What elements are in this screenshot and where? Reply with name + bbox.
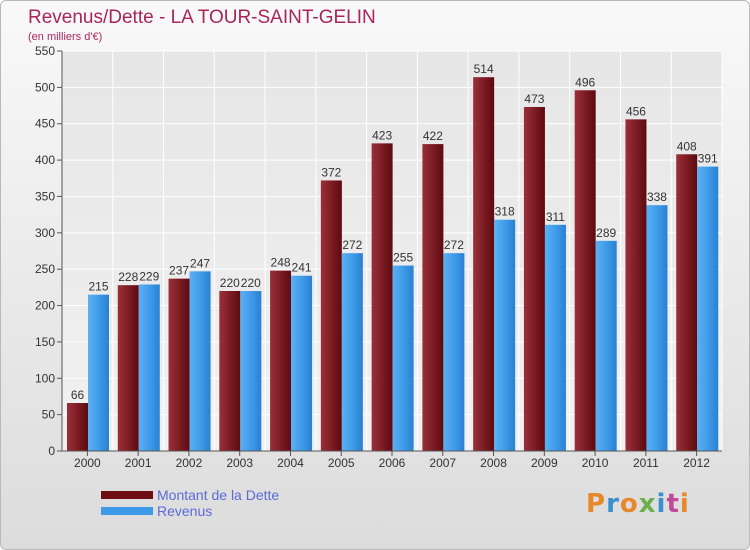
bar-revenus [443, 253, 465, 451]
bar-debt [67, 403, 88, 451]
bar-debt [219, 291, 241, 451]
x-tick-label: 2008 [480, 456, 507, 470]
bar-revenus [697, 166, 719, 452]
data-label-revenus: 318 [495, 205, 515, 219]
y-tick-label: 100 [35, 371, 55, 385]
bar-debt [320, 180, 342, 452]
x-tick-label: 2009 [531, 456, 558, 470]
bar-revenus [494, 219, 516, 451]
bar-debt [473, 77, 495, 451]
legend-swatch-revenus [101, 507, 153, 515]
x-tick-label: 2004 [277, 456, 304, 470]
data-label-revenus: 241 [292, 261, 312, 275]
bar-debt [168, 278, 190, 451]
legend-label-debt: Montant de la Dette [157, 487, 280, 503]
bar-debt [625, 119, 647, 451]
data-label-revenus: 255 [393, 251, 413, 265]
bar-debt [523, 107, 545, 451]
data-label-revenus: 215 [88, 280, 108, 294]
x-tick-label: 2011 [633, 456, 659, 470]
y-tick-label: 300 [35, 226, 55, 240]
data-label-revenus: 289 [596, 226, 616, 240]
bar-revenus [544, 224, 566, 451]
bar-debt [117, 285, 139, 451]
bar-revenus [392, 265, 414, 451]
data-label-revenus: 391 [698, 152, 718, 166]
bar-debt [422, 144, 444, 451]
data-label-debt: 248 [271, 256, 291, 270]
x-tick-label: 2012 [683, 456, 710, 470]
data-label-debt: 237 [169, 264, 189, 278]
y-tick-label: 250 [35, 262, 55, 276]
x-tick-label: 2003 [226, 456, 253, 470]
bar-revenus [595, 240, 617, 451]
data-label-revenus: 272 [342, 238, 362, 252]
bar-revenus [88, 294, 109, 451]
y-tick-label: 0 [48, 444, 55, 458]
data-label-debt: 514 [474, 62, 494, 76]
bar-debt [270, 270, 292, 451]
bar-debt [371, 143, 393, 451]
data-label-debt: 66 [71, 388, 85, 402]
legend-swatch-debt [101, 491, 153, 499]
bar-revenus [646, 205, 668, 451]
x-tick-label: 2010 [582, 456, 609, 470]
data-label-revenus: 220 [241, 276, 261, 290]
data-label-revenus: 229 [139, 269, 159, 283]
data-label-debt: 408 [677, 139, 697, 153]
y-tick-label: 450 [35, 117, 55, 131]
bar-revenus [291, 275, 313, 451]
y-tick-label: 200 [35, 299, 55, 313]
legend-label-revenus: Revenus [157, 503, 213, 519]
bar-revenus [138, 284, 160, 451]
chart-subtitle: (en milliers d'€) [28, 31, 103, 43]
x-tick-label: 2000 [74, 456, 101, 470]
y-tick-label: 400 [35, 153, 55, 167]
data-label-debt: 423 [372, 128, 392, 142]
x-tick-label: 2007 [429, 456, 456, 470]
bar-revenus [240, 291, 262, 451]
data-label-debt: 372 [321, 165, 341, 179]
proxiti-logo: Proxiti [586, 489, 690, 519]
x-tick-label: 2005 [328, 456, 355, 470]
y-tick-label: 150 [35, 335, 55, 349]
bar-revenus [341, 253, 363, 451]
data-label-debt: 456 [626, 104, 646, 118]
bar-debt [676, 154, 698, 452]
bar-debt [574, 90, 596, 451]
x-tick-label: 2002 [176, 456, 203, 470]
x-tick-label: 2001 [125, 456, 152, 470]
y-tick-label: 350 [35, 189, 55, 203]
data-label-debt: 422 [423, 129, 443, 143]
data-label-debt: 228 [118, 270, 138, 284]
data-label-revenus: 247 [190, 256, 210, 270]
bar-revenus [189, 271, 211, 451]
data-label-revenus: 338 [647, 190, 667, 204]
x-tick-label: 2006 [379, 456, 406, 470]
y-tick-label: 550 [35, 44, 55, 58]
y-tick-label: 50 [42, 408, 56, 422]
data-label-debt: 220 [220, 276, 240, 290]
data-label-revenus: 272 [444, 238, 464, 252]
data-label-debt: 473 [524, 92, 544, 106]
data-label-debt: 496 [575, 75, 595, 89]
y-tick-label: 500 [35, 80, 55, 94]
chart-title: Revenus/Dette - LA TOUR-SAINT-GELIN [28, 7, 376, 28]
data-label-revenus: 311 [546, 210, 565, 224]
